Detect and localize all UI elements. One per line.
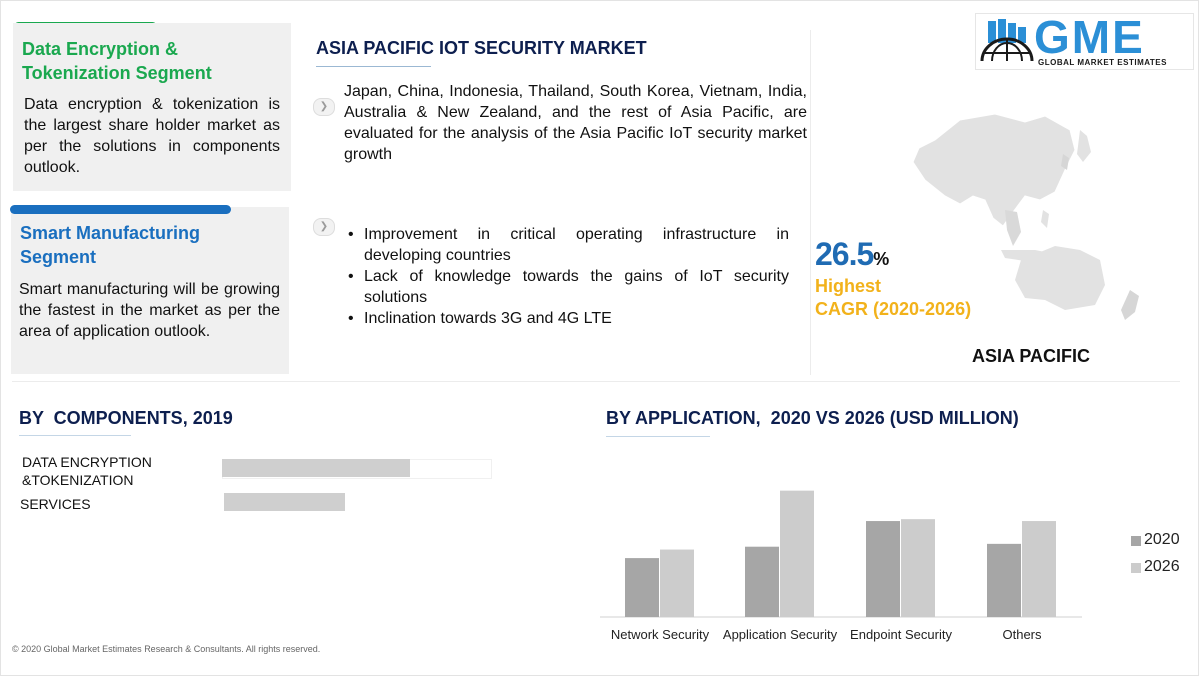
cagr-value: 26.5 bbox=[815, 236, 874, 272]
driver-point: Lack of knowledge towards the gains of I… bbox=[344, 266, 789, 308]
globe-icon bbox=[980, 19, 1034, 62]
components-title-underline bbox=[19, 435, 131, 436]
component-bar bbox=[222, 459, 410, 477]
asia-pacific-map bbox=[912, 113, 1139, 320]
component-label: SERVICES bbox=[20, 496, 91, 512]
cagr-unit: % bbox=[873, 249, 890, 269]
philippines-shape bbox=[1041, 210, 1049, 228]
japan-shape bbox=[1077, 130, 1091, 162]
application-chart-title: BY APPLICATION, 2020 VS 2026 (USD MILLIO… bbox=[606, 408, 1019, 428]
components-chart-title: BY COMPONENTS, 2019 bbox=[19, 408, 233, 428]
legend-swatch bbox=[1131, 536, 1141, 546]
segment-box-manufacturing: Smart Manufacturing Segment Smart manufa… bbox=[11, 207, 289, 374]
component-bar bbox=[224, 493, 345, 511]
driver-points-list: Improvement in critical operating infras… bbox=[344, 224, 789, 329]
australia-shape bbox=[1015, 246, 1105, 310]
logo-subtitle: GLOBAL MARKET ESTIMATES bbox=[1038, 58, 1167, 67]
chevron-right-icon: ❯ bbox=[313, 218, 335, 236]
new-zealand-shape bbox=[1121, 290, 1139, 320]
application-bar-chart: Network Security Application Security Endp… bbox=[600, 490, 1082, 642]
bar-2020 bbox=[625, 558, 659, 617]
category-tick-label: Network Security bbox=[611, 627, 710, 642]
blue-accent-bar bbox=[10, 205, 231, 214]
mainland-asia-shape bbox=[912, 113, 1076, 227]
region-label: ASIA PACIFIC bbox=[972, 346, 1091, 366]
bar-2026 bbox=[901, 519, 935, 617]
bar-2026 bbox=[1022, 521, 1056, 617]
legend-label: 2020 bbox=[1144, 531, 1180, 548]
copyright-footer: © 2020 Global Market Estimates Research … bbox=[12, 644, 321, 654]
horizontal-divider bbox=[12, 381, 1180, 382]
segment-box-encryption: Data Encryption & Tokenization Segment D… bbox=[13, 23, 291, 191]
bar-2020 bbox=[987, 543, 1021, 617]
vertical-divider bbox=[810, 30, 811, 375]
region-paragraph: Japan, China, Indonesia, Thailand, South… bbox=[344, 83, 807, 163]
category-tick-label: Endpoint Security bbox=[850, 627, 952, 642]
korea-shape bbox=[1061, 154, 1069, 170]
category-tick-label: Others bbox=[1002, 627, 1042, 642]
segment-text-encryption: Data encryption & tokenization is the la… bbox=[24, 96, 280, 176]
legend-swatch bbox=[1131, 563, 1141, 573]
legend-label: 2026 bbox=[1144, 558, 1180, 575]
cagr-label-highest: Highest bbox=[815, 276, 882, 296]
bar-2026 bbox=[780, 490, 814, 617]
category-tick-label: Application Security bbox=[723, 627, 838, 642]
chevron-right-icon: ❯ bbox=[313, 98, 335, 116]
gme-logo: GME GLOBAL MARKET ESTIMATES bbox=[975, 11, 1194, 70]
cagr-label-period: CAGR (2020-2026) bbox=[815, 299, 972, 319]
bar-2020 bbox=[745, 546, 779, 617]
component-label: DATA ENCRYPTION &TOKENIZATION bbox=[22, 454, 152, 488]
segment-title-encryption: Data Encryption & Tokenization Segment bbox=[22, 39, 212, 83]
application-title-underline bbox=[606, 436, 710, 437]
segment-title-manufacturing: Smart Manufacturing Segment bbox=[20, 223, 201, 267]
driver-point: Inclination towards 3G and 4G LTE bbox=[344, 308, 789, 329]
driver-point: Improvement in critical operating infras… bbox=[344, 224, 789, 266]
market-title: ASIA PACIFIC IOT SECURITY MARKET bbox=[316, 38, 647, 58]
title-underline bbox=[316, 66, 431, 67]
segment-text-manufacturing: Smart manufacturing will be growing the … bbox=[19, 281, 280, 340]
bar-2020 bbox=[866, 521, 900, 617]
cagr-value-row: 26.5% bbox=[815, 236, 889, 273]
logo-letters: GME bbox=[1034, 11, 1145, 63]
bar-2026 bbox=[660, 549, 694, 617]
indochina-shape bbox=[1005, 210, 1021, 246]
